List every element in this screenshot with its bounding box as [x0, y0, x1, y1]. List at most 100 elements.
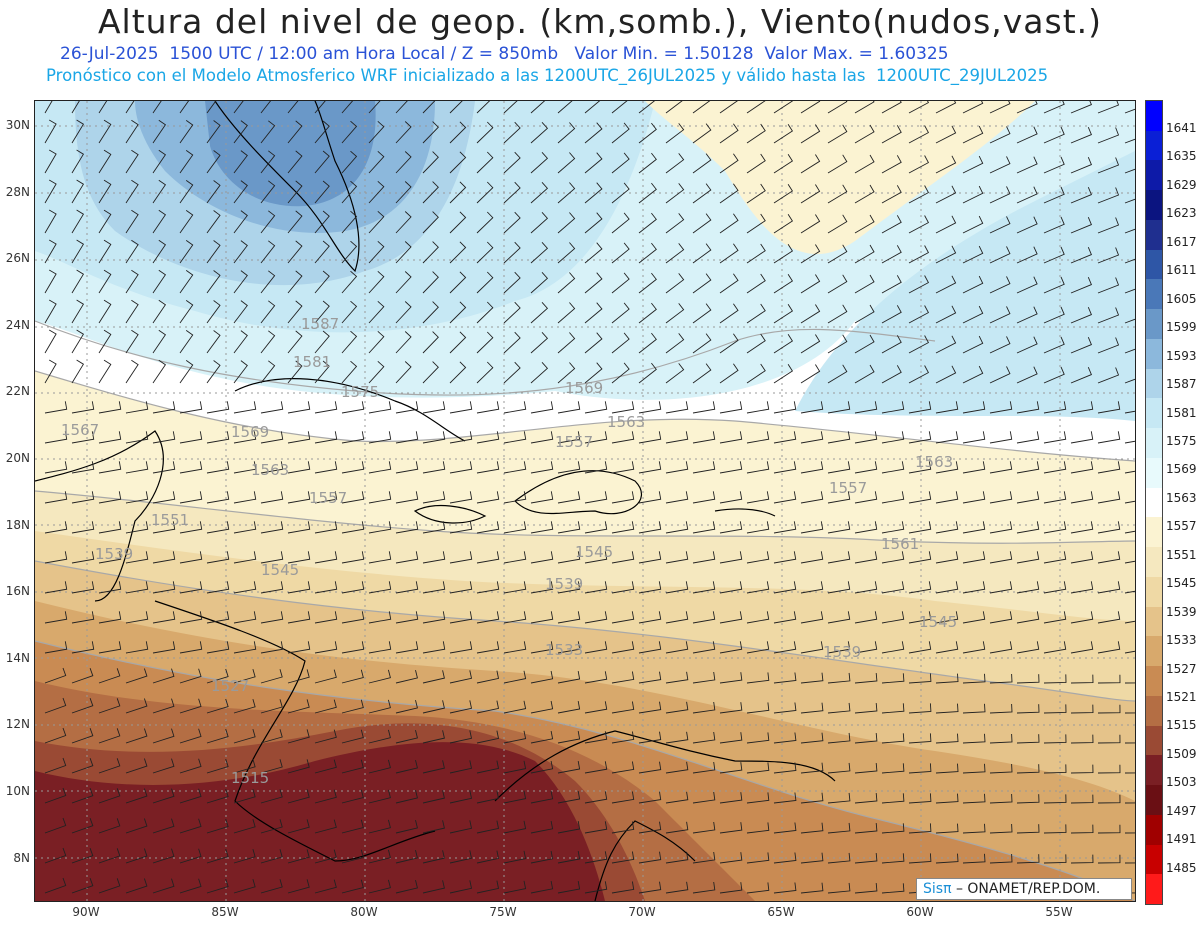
wind-barb [395, 521, 419, 534]
wind-barb [1016, 461, 1040, 474]
wind-barb [341, 431, 365, 444]
wind-barb [827, 852, 851, 864]
wind-barb [98, 299, 112, 324]
wind-barb [341, 150, 358, 174]
wind-barb [692, 243, 712, 264]
wind-barb [1016, 216, 1038, 234]
wind-barb [827, 732, 851, 744]
wind-barb [260, 240, 276, 264]
wind-barb [179, 641, 203, 654]
wind-barb [44, 269, 57, 294]
wind-barb [584, 701, 608, 714]
wind-barb [827, 521, 851, 534]
wind-barb [854, 401, 878, 414]
wind-barb [557, 101, 573, 114]
wind-barb [341, 879, 364, 894]
wind-barb [341, 641, 365, 654]
wind-barb [1097, 794, 1121, 804]
wind-barb [233, 521, 257, 534]
wind-barb [368, 759, 391, 774]
wind-barb [395, 669, 418, 684]
wind-barb [368, 120, 385, 144]
wind-barb [557, 611, 581, 624]
wind-barb [557, 332, 576, 354]
wind-barb [449, 241, 467, 264]
wind-barb [665, 881, 689, 894]
wind-barb [962, 491, 986, 504]
wind-barb [530, 521, 554, 534]
wind-barb [395, 461, 419, 474]
wind-barb [746, 363, 766, 384]
wind-barb [503, 611, 527, 624]
wind-barb [314, 699, 337, 714]
wind-barb [665, 581, 689, 594]
wind-barb [962, 551, 986, 564]
legend-swatch [1146, 219, 1162, 251]
contour-label: 1563 [607, 413, 645, 431]
wind-barb [665, 213, 685, 234]
wind-barb [476, 431, 500, 444]
wind-barb [476, 211, 494, 234]
wind-barb [638, 491, 662, 504]
wind-barb [530, 670, 554, 684]
wind-barb [800, 611, 824, 624]
wind-barb [1124, 378, 1135, 384]
wind-barb [314, 849, 337, 864]
wind-barb [314, 879, 337, 894]
wind-barb [530, 820, 554, 834]
wind-barb [800, 431, 824, 444]
wind-barb [503, 101, 518, 114]
wind-barb [503, 121, 521, 144]
wind-barb [773, 521, 797, 534]
wind-barb [314, 641, 338, 654]
wind-barb [476, 611, 500, 624]
wind-barb [1097, 127, 1120, 144]
wind-barb [1043, 764, 1067, 774]
wind-barb [98, 521, 122, 534]
wind-barb [638, 521, 662, 534]
wind-barb [368, 491, 392, 504]
wind-barb [179, 581, 203, 594]
wind-barb [260, 120, 276, 144]
wind-barb [476, 670, 500, 684]
contour-label: 1557 [555, 433, 593, 451]
wind-barb [827, 184, 848, 204]
wind-barb [98, 878, 121, 894]
wind-barb [98, 269, 112, 294]
wind-barb [476, 641, 500, 654]
contour-label: 1545 [261, 561, 299, 579]
wind-barb [638, 641, 662, 654]
legend-swatch [1146, 338, 1162, 370]
wind-barb [368, 101, 381, 114]
longitude-label: 55W [1045, 905, 1073, 919]
wind-barb [773, 304, 794, 324]
wind-barb [368, 729, 391, 744]
wind-barb [1043, 401, 1067, 414]
wind-barb [989, 763, 1013, 774]
wind-barb [1097, 521, 1121, 534]
wind-barb [989, 551, 1013, 564]
wind-barb [314, 150, 330, 174]
wind-barb [530, 730, 554, 744]
wind-barb [179, 150, 194, 174]
wind-barb [395, 431, 419, 444]
wind-barb [368, 581, 392, 594]
wind-barb [989, 793, 1013, 804]
wind-barb [1016, 401, 1040, 414]
wind-barb [98, 179, 112, 204]
wind-barb [287, 611, 311, 624]
wind-barb [449, 151, 467, 174]
wind-barb [935, 763, 959, 774]
wind-barb [1097, 824, 1121, 834]
wind-barb [557, 122, 576, 144]
wind-barb [98, 401, 122, 414]
wind-barb [638, 821, 662, 834]
wind-barb [584, 491, 608, 504]
model-info-line: Pronóstico con el Modelo Atmosferico WRF… [46, 66, 1049, 85]
wind-barb [314, 330, 330, 354]
wind-barb [1124, 198, 1135, 204]
map-svg: 1587 1581 1575 1569 1569 1563 1563 1563 … [35, 101, 1135, 901]
wind-barb [1097, 551, 1121, 564]
wind-barb [692, 761, 716, 774]
wind-barb [1070, 854, 1094, 864]
